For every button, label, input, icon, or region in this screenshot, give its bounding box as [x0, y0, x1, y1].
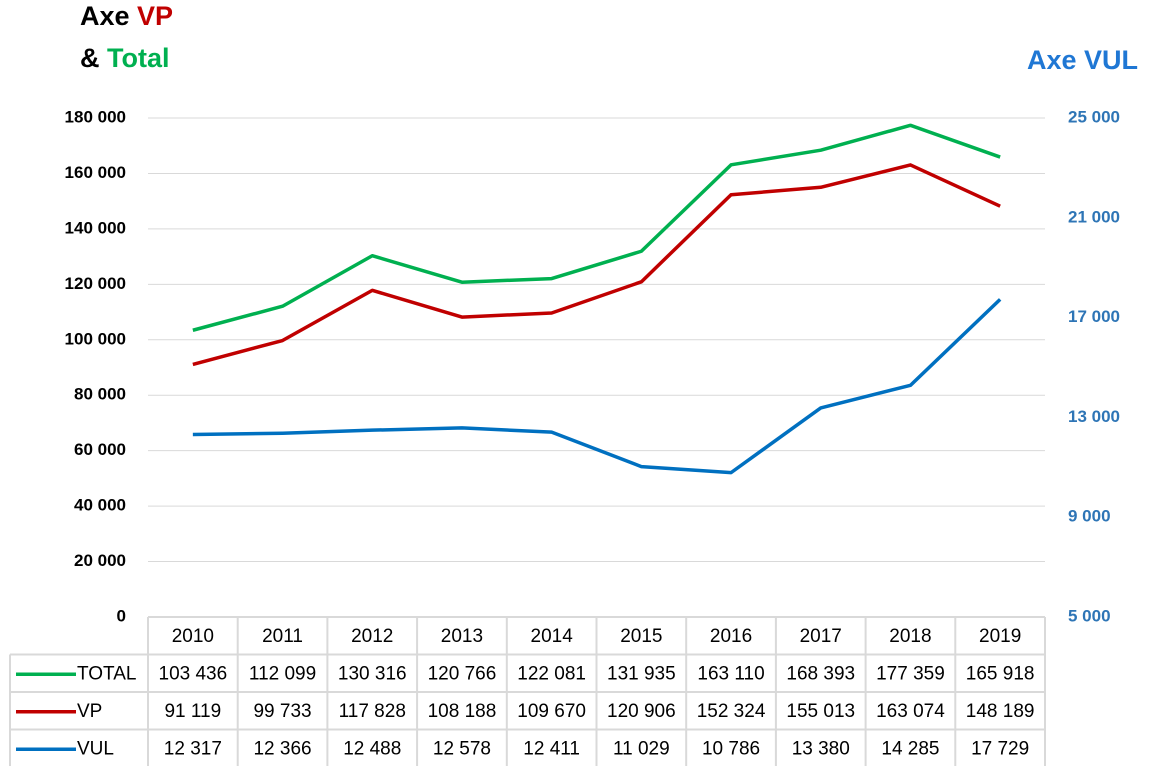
- table-value: 152 324: [697, 701, 766, 722]
- y-tick-label: 120 000: [65, 274, 126, 293]
- table-value: 108 188: [428, 701, 497, 722]
- x-tick-label: 2015: [620, 626, 662, 647]
- table-value: 10 786: [702, 738, 760, 759]
- y-tick-label: 40 000: [74, 496, 126, 515]
- y-axis-title: Axe VP: [80, 1, 173, 31]
- y-tick-label: 20 000: [74, 551, 126, 570]
- series-line: [192, 163, 1001, 367]
- series-line: [192, 298, 1002, 475]
- table-value: 99 733: [253, 701, 311, 722]
- y-tick-label: 140 000: [65, 218, 126, 237]
- table-value: 91 119: [164, 701, 221, 722]
- y-tick-label: 60 000: [74, 440, 126, 459]
- x-tick-label: 2011: [262, 626, 303, 647]
- table-value: 165 918: [966, 663, 1035, 684]
- series-line: [192, 123, 1001, 332]
- y-tick-label: 0: [117, 606, 126, 625]
- x-tick-label: 2010: [172, 626, 214, 647]
- table-value: 112 099: [249, 663, 316, 684]
- x-tick-label: 2012: [351, 626, 393, 647]
- table-value: 131 935: [607, 663, 676, 684]
- y2-tick-label: 5 000: [1068, 606, 1111, 625]
- table-value: 12 411: [523, 738, 580, 759]
- y-tick-label: 180 000: [65, 107, 126, 126]
- x-tick-label: 2017: [800, 626, 842, 647]
- y-axis-title-part: Total: [107, 43, 170, 73]
- y2-tick-label: 13 000: [1068, 407, 1120, 426]
- table-value: 12 488: [343, 738, 401, 759]
- y-axis-title-part: &: [80, 43, 107, 73]
- x-tick-label: 2018: [889, 626, 931, 647]
- table-value: 168 393: [786, 663, 855, 684]
- table-value: 13 380: [792, 738, 850, 759]
- y2-axis-title: Axe VUL: [1027, 45, 1138, 75]
- y2-tick-label: 25 000: [1068, 107, 1120, 126]
- table-value: 148 189: [966, 701, 1035, 722]
- table-value: 122 081: [517, 663, 586, 684]
- table-value: 163 074: [876, 701, 945, 722]
- x-tick-label: 2014: [531, 626, 574, 647]
- table-value: 109 670: [517, 701, 586, 722]
- table-value: 14 285: [881, 738, 939, 759]
- table-value: 163 110: [697, 663, 764, 684]
- x-tick-label: 2019: [979, 626, 1021, 647]
- table-value: 177 359: [876, 663, 945, 684]
- table-value: 12 366: [253, 738, 311, 759]
- table-value: 11 029: [613, 738, 670, 759]
- table-value: 120 906: [607, 701, 676, 722]
- legend-label: TOTAL: [77, 663, 136, 684]
- y-axis-title-part: Axe: [80, 1, 137, 31]
- table-value: 120 766: [428, 663, 497, 684]
- table-value: 155 013: [786, 701, 855, 722]
- y-tick-label: 160 000: [65, 163, 126, 182]
- table-value: 130 316: [338, 663, 407, 684]
- table-value: 12 578: [433, 738, 491, 759]
- y-tick-label: 100 000: [65, 329, 126, 348]
- table-value: 117 828: [339, 701, 406, 722]
- x-tick-label: 2013: [441, 626, 483, 647]
- legend-label: VP: [77, 701, 102, 722]
- y-tick-label: 80 000: [74, 385, 126, 404]
- y-axis-title-part: VP: [137, 1, 173, 31]
- table-value: 17 729: [971, 738, 1029, 759]
- y2-tick-label: 21 000: [1068, 207, 1120, 226]
- table-value: 103 436: [159, 663, 228, 684]
- y2-tick-label: 17 000: [1068, 307, 1120, 326]
- table-value: 12 317: [164, 738, 222, 759]
- y2-tick-label: 9 000: [1068, 507, 1111, 526]
- x-tick-label: 2016: [710, 626, 752, 647]
- y-axis-title: & Total: [80, 43, 170, 73]
- legend-label: VUL: [77, 738, 114, 759]
